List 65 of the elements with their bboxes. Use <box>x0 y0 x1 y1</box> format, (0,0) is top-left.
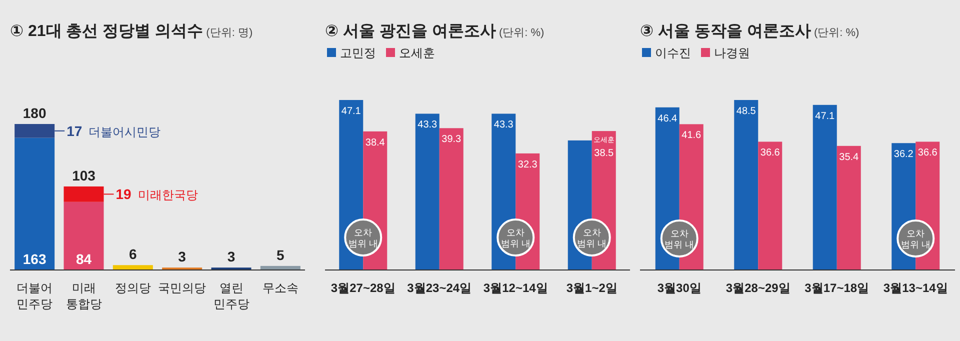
data-label: 41.6 <box>682 130 702 142</box>
annotation: 오차 범위 내 <box>664 228 694 250</box>
annotation: 더불어시민당 <box>88 124 161 139</box>
x-tick-label: 3월12~14일 <box>483 281 548 295</box>
bar <box>758 142 782 270</box>
data-label: 35.4 <box>839 152 860 163</box>
data-label: 43.3 <box>418 120 438 131</box>
bar <box>415 114 440 270</box>
chart-subtitle: (단위: 명) <box>203 27 253 39</box>
bar <box>14 138 55 270</box>
annotation: 오차 범위 내 <box>348 228 378 249</box>
legend-label: 오세훈 <box>399 46 435 60</box>
bar <box>439 128 464 270</box>
annotation: 미래한국당 <box>138 188 198 202</box>
x-tick-label: 무소속 <box>262 281 298 295</box>
annotation: 오차 범위 내 <box>577 228 607 249</box>
data-label: 19 <box>116 186 132 202</box>
x-tick-label: 3월1~2일 <box>566 281 618 295</box>
chart-title: ② 서울 광진을 여론조사 <box>325 23 496 40</box>
bar <box>836 146 861 270</box>
annotation: 오차 범위 내 <box>500 228 530 249</box>
bar <box>734 100 758 270</box>
total-label: 103 <box>72 167 96 184</box>
chart-title: ③ 서울 동작을 여론조사 <box>640 23 811 40</box>
data-label: 5 <box>276 246 285 263</box>
chart-subtitle: (단위: %) <box>810 27 860 39</box>
x-tick-label: 3월28~29일 <box>726 281 790 295</box>
data-label: 47.1 <box>341 106 362 117</box>
bar <box>812 104 837 270</box>
data-label: 46.4 <box>658 113 678 124</box>
data-label: 6 <box>129 246 138 262</box>
data-label: 3 <box>178 248 186 265</box>
legend-label: 이수진 <box>655 46 691 60</box>
x-tick-label: 열린 민주당 <box>213 281 250 311</box>
bar <box>64 202 104 270</box>
x-tick-label: 정의당 <box>114 281 151 295</box>
data-label: 36.6 <box>760 148 780 159</box>
legend-label: 고민정 <box>340 46 376 60</box>
total-label: 180 <box>22 105 46 121</box>
data-label: 32.3 <box>518 159 538 170</box>
data-label: 48.5 <box>736 106 756 117</box>
bar <box>112 265 153 270</box>
annotation: 오차 범위 내 <box>900 228 930 250</box>
x-tick-label: 3월23~24일 <box>407 281 472 295</box>
x-tick-label: 3월13~14일 <box>883 281 948 295</box>
data-label: 36.2 <box>894 149 914 160</box>
data-label: 43.3 <box>494 120 514 131</box>
x-tick-label: 국민의당 <box>158 281 206 295</box>
x-tick-label: 더불어 민주당 <box>16 281 53 311</box>
data-label: 38.4 <box>365 137 386 148</box>
legend-label: 나경원 <box>714 46 750 60</box>
chart-subtitle: (단위: %) <box>496 27 544 39</box>
x-tick-label: 미래 통합당 <box>66 281 102 311</box>
data-label: 36.6 <box>918 148 938 159</box>
data-label: 47.1 <box>815 110 836 122</box>
data-label: 38.5 <box>594 148 614 160</box>
x-tick-label: 3월30일 <box>657 281 702 295</box>
data-label: 84 <box>76 251 92 267</box>
data-label: 39.3 <box>442 134 462 146</box>
data-label: 163 <box>22 251 46 267</box>
x-tick-label: 3월27~28일 <box>330 281 396 295</box>
chart-title: ① 21대 총선 정당별 의석수 <box>10 23 204 40</box>
x-tick-label: 3월17~18일 <box>804 281 870 295</box>
data-label: 3 <box>227 248 236 265</box>
data-label: 17 <box>66 122 82 139</box>
